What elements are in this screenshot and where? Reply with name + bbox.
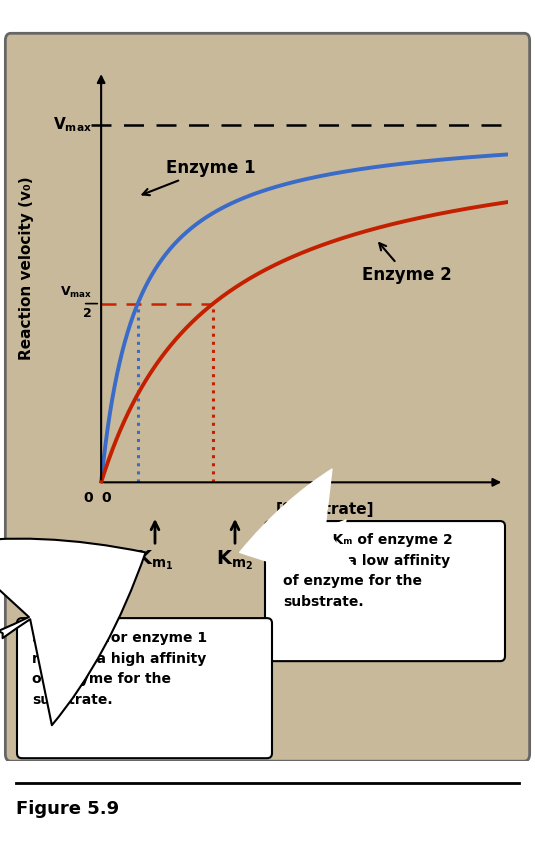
FancyArrowPatch shape bbox=[0, 539, 146, 725]
FancyBboxPatch shape bbox=[265, 521, 505, 661]
Text: Small Kₘ for enzyme 1
reflects a high affinity
of enzyme for the
substrate.: Small Kₘ for enzyme 1 reflects a high af… bbox=[32, 631, 207, 707]
Text: $\mathbf{V_{max}}$: $\mathbf{V_{max}}$ bbox=[59, 285, 92, 300]
Text: [Substrate]: [Substrate] bbox=[276, 502, 374, 517]
Text: Reaction velocity (v₀): Reaction velocity (v₀) bbox=[19, 176, 34, 360]
Text: $\mathbf{K_{m_1}}$: $\mathbf{K_{m_1}}$ bbox=[136, 548, 174, 572]
Text: Enzyme 1: Enzyme 1 bbox=[142, 159, 256, 195]
Text: $\mathbf{2}$: $\mathbf{2}$ bbox=[82, 307, 92, 320]
Text: $\mathbf{V_{max}}$: $\mathbf{V_{max}}$ bbox=[53, 116, 92, 134]
Text: Enzyme 2: Enzyme 2 bbox=[362, 243, 452, 284]
Text: $\mathbf{K_{m_2}}$: $\mathbf{K_{m_2}}$ bbox=[216, 548, 254, 572]
Text: 0: 0 bbox=[101, 491, 111, 505]
FancyBboxPatch shape bbox=[17, 618, 272, 759]
Text: 0: 0 bbox=[83, 491, 93, 505]
Text: Large Kₘ of enzyme 2
reflects a low affinity
of enzyme for the
substrate.: Large Kₘ of enzyme 2 reflects a low affi… bbox=[283, 533, 453, 609]
FancyBboxPatch shape bbox=[5, 33, 530, 761]
Text: Figure 5.9: Figure 5.9 bbox=[16, 800, 119, 818]
